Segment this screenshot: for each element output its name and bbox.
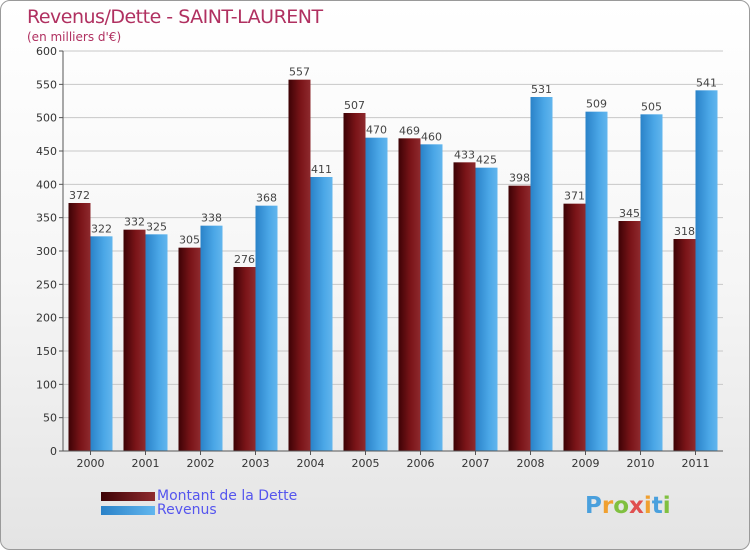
bar-revenus: [640, 114, 663, 451]
bar-revenus: [475, 167, 498, 451]
x-tick-label: 2006: [407, 457, 435, 470]
x-tick-label: 2010: [627, 457, 655, 470]
bar-dette: [288, 79, 311, 452]
bar-revenus: [200, 225, 223, 451]
data-label: 411: [311, 163, 332, 176]
y-tick-label: 350: [36, 212, 57, 225]
legend-swatch-dette: [101, 492, 155, 501]
y-tick-label: 150: [36, 345, 57, 358]
data-label: 433: [454, 148, 475, 161]
x-tick-label: 2008: [517, 457, 545, 470]
data-label: 509: [586, 98, 607, 111]
legend-label-revenus: Revenus: [157, 502, 217, 518]
data-label: 398: [509, 172, 530, 185]
y-tick-label: 300: [36, 245, 57, 258]
data-label: 531: [531, 83, 552, 96]
data-label: 276: [234, 253, 255, 266]
bar-dette: [178, 247, 201, 451]
bar-revenus: [585, 111, 608, 452]
data-label: 541: [696, 76, 717, 89]
y-tick-label: 400: [36, 178, 57, 191]
y-tick-label: 450: [36, 145, 57, 158]
bar-revenus: [420, 144, 443, 452]
data-label: 318: [674, 225, 695, 238]
y-tick-label: 100: [36, 378, 57, 391]
x-tick-label: 2002: [187, 457, 215, 470]
x-tick-label: 2000: [77, 457, 105, 470]
y-tick-label: 50: [43, 412, 57, 425]
bar-dette: [563, 203, 586, 451]
bar-revenus: [255, 205, 278, 451]
bar-revenus: [365, 137, 388, 451]
bar-dette: [398, 138, 421, 452]
bar-dette: [123, 229, 146, 451]
data-label: 557: [289, 66, 310, 79]
x-tick-label: 2004: [297, 457, 325, 470]
data-label: 372: [69, 189, 90, 202]
bar-revenus: [310, 177, 333, 451]
unit-label: (en milliers d'€): [27, 30, 122, 44]
bar-revenus: [530, 97, 553, 451]
y-tick-label: 200: [36, 312, 57, 325]
data-label: 305: [179, 234, 200, 247]
data-label: 338: [201, 212, 222, 225]
bar-dette: [673, 239, 696, 451]
proxiti-logo: Proxiti: [585, 493, 671, 519]
data-label: 469: [399, 124, 420, 137]
x-tick-label: 2003: [242, 457, 270, 470]
data-label: 368: [256, 192, 277, 205]
y-tick-label: 600: [36, 45, 57, 58]
bar-dette: [453, 162, 476, 452]
legend-label-dette: Montant de la Dette: [157, 488, 298, 504]
bar-dette: [343, 113, 366, 451]
data-label: 345: [619, 207, 640, 220]
data-label: 505: [641, 100, 662, 113]
bar-revenus: [90, 236, 113, 451]
x-tick-label: 2009: [572, 457, 600, 470]
bar-dette: [68, 203, 91, 451]
data-label: 371: [564, 190, 585, 203]
legend-swatch-revenus: [101, 506, 155, 515]
data-label: 332: [124, 216, 145, 229]
y-tick-label: 550: [36, 78, 57, 91]
bar-revenus: [695, 90, 718, 451]
bar-revenus: [145, 234, 168, 451]
bar-dette: [618, 221, 641, 451]
data-label: 470: [366, 124, 387, 137]
x-tick-label: 2011: [682, 457, 710, 470]
chart-title: Revenus/Dette - SAINT-LAURENT: [27, 6, 323, 28]
y-tick-label: 250: [36, 278, 57, 291]
y-tick-label: 500: [36, 112, 57, 125]
y-tick-label: 0: [50, 445, 57, 458]
data-label: 425: [476, 154, 497, 167]
data-label: 325: [146, 220, 167, 233]
data-label: 460: [421, 130, 442, 143]
x-tick-label: 2001: [132, 457, 160, 470]
x-tick-label: 2005: [352, 457, 380, 470]
bar-dette: [508, 185, 531, 451]
bar-dette: [233, 267, 256, 451]
data-label: 322: [91, 222, 112, 235]
data-label: 507: [344, 99, 365, 112]
x-tick-label: 2007: [462, 457, 490, 470]
